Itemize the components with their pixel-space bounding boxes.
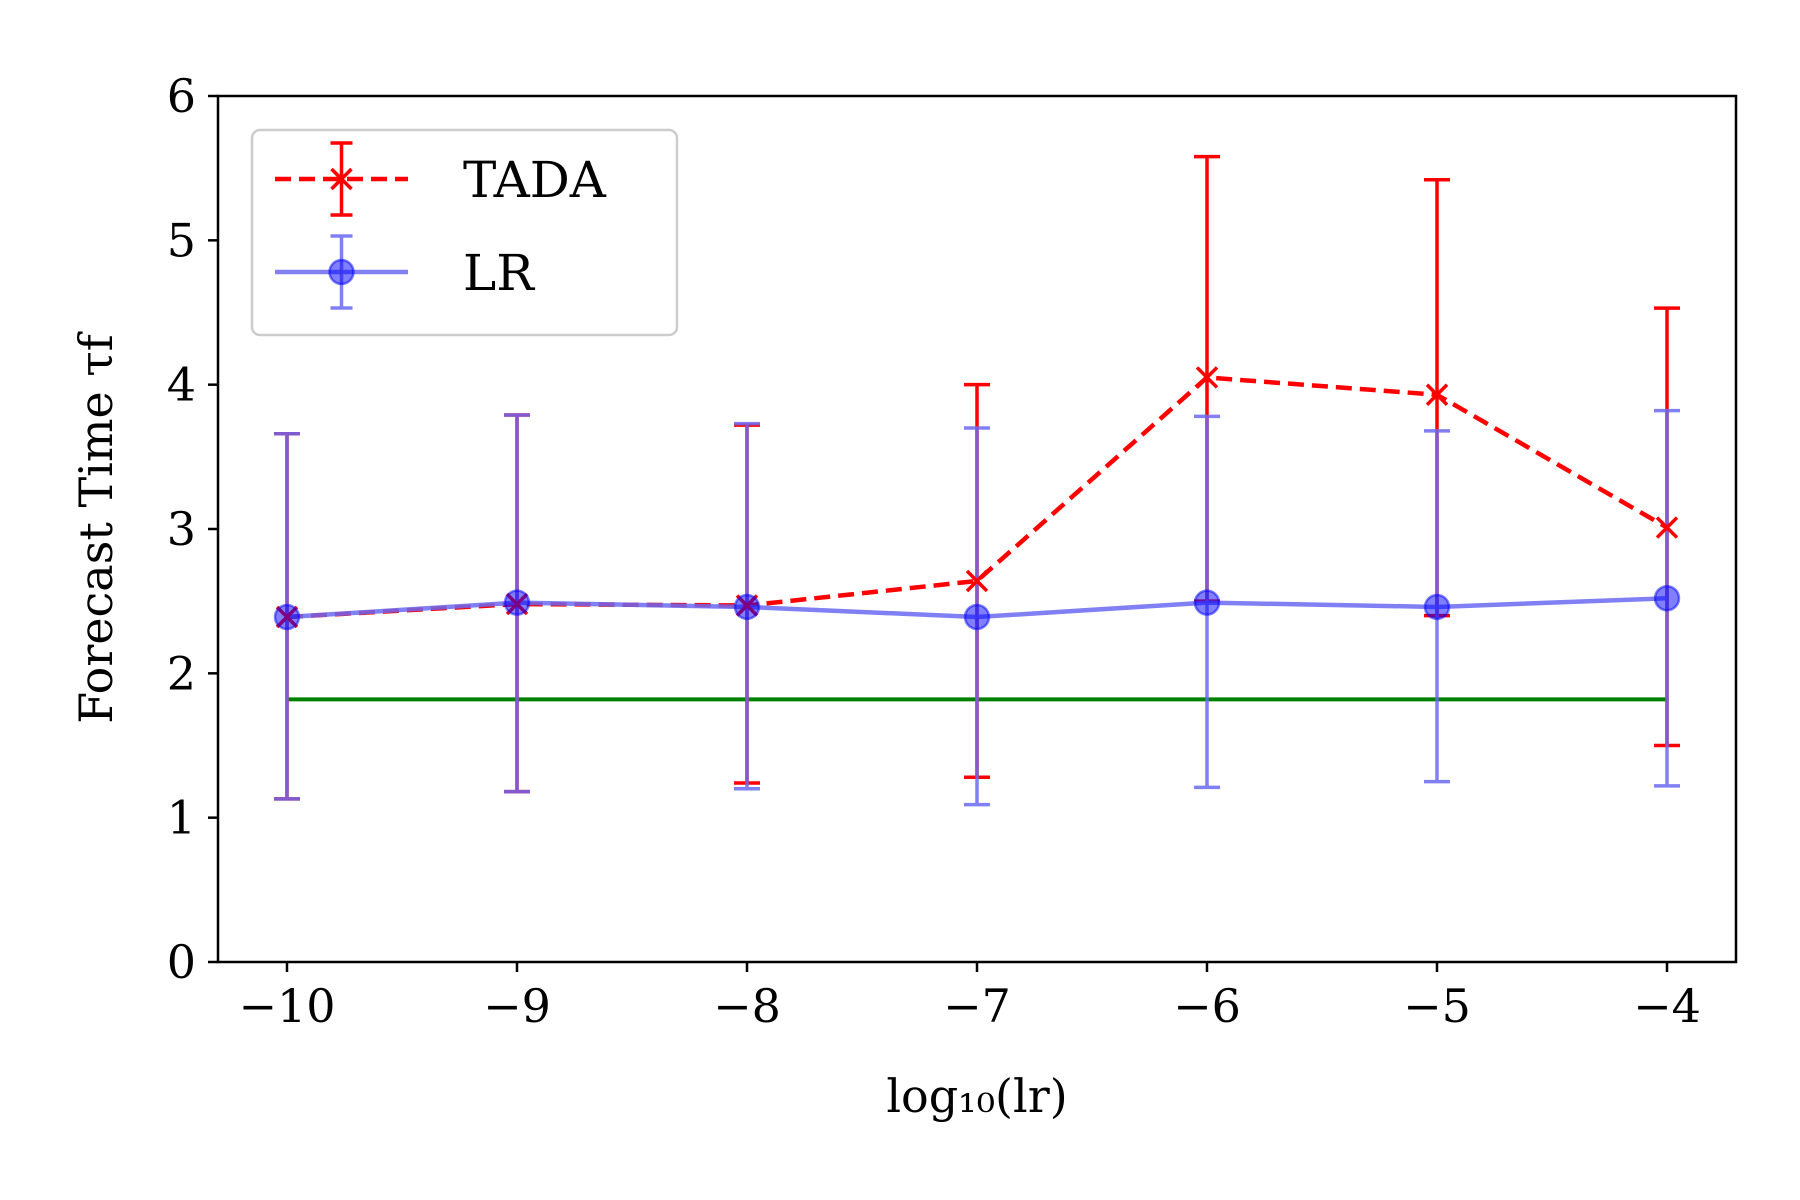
legend: TADA LR xyxy=(250,128,679,337)
tada-point xyxy=(1195,366,1219,389)
markers-layer xyxy=(273,366,1681,631)
legend-label-lr: LR xyxy=(463,244,535,302)
tada-marker-stroke xyxy=(1655,516,1679,539)
tada-point xyxy=(1425,383,1449,407)
tada-point xyxy=(965,569,989,593)
x-tick-label: −7 xyxy=(943,979,1011,1033)
lr-point xyxy=(1653,585,1681,612)
x-tick-label: −6 xyxy=(1173,979,1241,1033)
x-axis-label: log₁₀(lr) xyxy=(886,1069,1067,1123)
legend-symbol-lr xyxy=(275,234,408,310)
y-tick-label: 6 xyxy=(167,69,196,123)
y-tick-label: 2 xyxy=(167,646,196,700)
tada-marker-stroke xyxy=(1195,366,1219,389)
tada-point xyxy=(1655,516,1679,539)
legend-marker-stroke xyxy=(330,167,353,191)
x-tick-label: −10 xyxy=(238,979,335,1033)
y-tick-label: 1 xyxy=(167,791,196,845)
y-tick-label: 4 xyxy=(167,358,196,412)
lr-point xyxy=(733,593,761,621)
legend-label-tada: TADA xyxy=(463,151,607,209)
tada-marker-stroke xyxy=(965,569,989,593)
x-tick-label: −9 xyxy=(483,979,551,1033)
axes-layer: −10 −9 −8 −7 −6 −5 −4 0 1 2 3 4 5 6 xyxy=(167,69,1701,1033)
tada-marker-stroke xyxy=(1425,383,1449,407)
legend-symbol-tada xyxy=(275,141,408,217)
y-tick-label: 5 xyxy=(167,213,196,267)
lr-point xyxy=(273,603,301,631)
lr-point xyxy=(503,589,531,616)
y-tick-label: 3 xyxy=(167,502,196,556)
legend-marker xyxy=(328,258,355,286)
y-tick-label: 0 xyxy=(167,935,196,989)
x-tick-label: −8 xyxy=(713,979,781,1033)
lr-point xyxy=(1193,589,1221,616)
x-tick-label: −5 xyxy=(1403,979,1471,1033)
lr-point xyxy=(963,603,991,631)
y-axis-label: Forecast Time τf xyxy=(69,331,123,724)
x-tick-label: −4 xyxy=(1633,979,1701,1033)
lr-point xyxy=(1423,593,1451,621)
